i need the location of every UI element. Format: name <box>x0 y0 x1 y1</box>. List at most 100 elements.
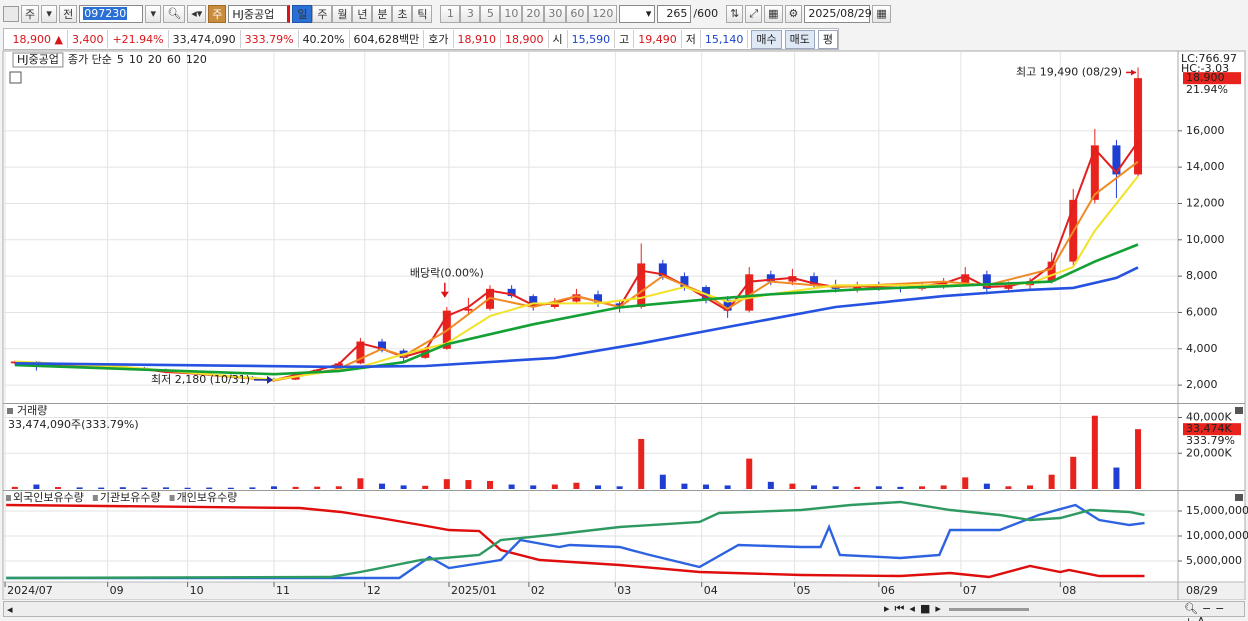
volume-bar <box>1135 429 1142 489</box>
toolbar-button[interactable]: 60 <box>566 4 589 23</box>
toolbar-button[interactable]: 월 <box>332 4 353 23</box>
calc-icon[interactable] <box>9 71 22 84</box>
volume-bar <box>530 485 537 489</box>
tool-button[interactable]: ⚙ <box>784 4 803 23</box>
toolbar-button[interactable]: 주 <box>312 4 333 23</box>
candle-body <box>658 263 667 277</box>
x-tick-label: 12 <box>367 584 381 597</box>
volume-bar <box>703 484 710 489</box>
buy-button[interactable]: 매수 <box>751 29 782 49</box>
moving-average <box>14 243 1139 376</box>
change: 3,400 <box>68 30 109 48</box>
panel-close[interactable] <box>1235 407 1243 414</box>
x-tick-label: 08 <box>1062 584 1076 597</box>
zoom-track[interactable] <box>949 608 1029 611</box>
search-button[interactable]: 🔍︎ <box>163 4 186 23</box>
menu-icon[interactable] <box>3 5 19 22</box>
volume-bar <box>789 483 796 489</box>
scroll-left[interactable]: ◂ <box>7 603 13 616</box>
x-tick-label: 11 <box>276 584 290 597</box>
x-end-label: 08/29 <box>1186 584 1218 597</box>
toolbar-button[interactable]: 10 <box>500 4 523 23</box>
sound-button[interactable]: ◂▾ <box>187 4 207 23</box>
candle-body <box>378 341 387 351</box>
last-value-label: 33,474K <box>1186 422 1232 435</box>
toolbar-button[interactable]: 초 <box>392 4 413 23</box>
sell-button[interactable]: 매도 <box>784 29 815 49</box>
holding-line <box>6 503 1145 579</box>
volume-bar <box>55 487 62 489</box>
legend-item: 개인보유수량 <box>177 491 238 504</box>
toolbar-button[interactable]: 1 <box>440 4 461 23</box>
quote-bar: 18,900 ▲ 3,400 +21.94% 33,474,090 333.79… <box>3 28 839 50</box>
x-tick-label: 2025/01 <box>451 584 497 597</box>
toolbar-button[interactable]: 일 <box>292 4 313 23</box>
tool-button[interactable]: ⇅ <box>726 4 744 23</box>
market-select[interactable]: 주 <box>21 4 40 23</box>
candle-body <box>1112 145 1121 175</box>
dropdown-arrow[interactable]: ▾ <box>41 4 58 23</box>
volume-bar <box>595 485 602 489</box>
volume-bar <box>206 487 213 489</box>
volume-bar <box>897 486 904 489</box>
holding-line <box>6 503 1145 580</box>
prev-button[interactable]: 전 <box>59 4 78 23</box>
volume-bar <box>1005 486 1012 489</box>
toolbar-button[interactable]: 3 <box>460 4 481 23</box>
avg-button[interactable]: 평 <box>817 29 838 49</box>
tool-button[interactable]: ▦ <box>764 4 783 23</box>
playback-controls[interactable]: ▸⏮◂■▸ <box>884 602 946 615</box>
scrollbar[interactable]: ◂ ▸⏮◂■▸ 🔍︎−−+A <box>3 601 1245 621</box>
volume-bar <box>314 486 321 489</box>
code-input[interactable]: 097230 <box>79 4 144 23</box>
toolbar-button[interactable]: 20 <box>522 4 545 23</box>
annotation: 최저 2,180 (10/31) <box>151 373 250 386</box>
candle-body <box>356 341 365 364</box>
turnover: 40.20% <box>299 30 350 48</box>
volume-bar <box>357 478 364 489</box>
legend-item: 10 <box>129 53 143 66</box>
ask-label: 호가 <box>424 30 454 48</box>
market-badge: 주 <box>208 4 227 23</box>
x-tick-label: 09 <box>110 584 124 597</box>
y-tick-label: 14,000 <box>1186 160 1225 173</box>
last-change-label: 21.94% <box>1186 83 1228 96</box>
volume-bar <box>983 483 990 489</box>
volume-bar <box>573 482 580 489</box>
interval-select[interactable]: ▾ <box>619 4 656 23</box>
moving-average <box>14 266 1139 369</box>
ask: 18,910 <box>454 30 501 48</box>
date-input[interactable]: 2025/08/29 <box>804 4 872 23</box>
count-input[interactable]: 265 <box>657 4 692 23</box>
toolbar-button[interactable]: 120 <box>588 4 618 23</box>
volume-bar <box>184 487 191 489</box>
legend-marker <box>6 495 11 501</box>
toolbar-button[interactable]: 틱 <box>412 4 433 23</box>
volume-bar <box>292 486 299 489</box>
volume-bar <box>227 487 234 489</box>
toolbar-button[interactable]: 5 <box>480 4 501 23</box>
last-change-label: 333.79% <box>1186 434 1235 447</box>
tool-button[interactable]: ⤢ <box>745 4 763 23</box>
count-max: /600 <box>693 7 719 20</box>
volume-bar <box>508 484 515 489</box>
legend-item: 20 <box>148 53 162 66</box>
panel-close[interactable] <box>1235 494 1243 501</box>
volume-rate: 333.79% <box>241 30 299 48</box>
panel-title: 거래량 <box>17 404 47 417</box>
legend-marker <box>169 495 175 501</box>
panel-marker <box>7 408 13 414</box>
candle-body <box>745 274 754 311</box>
toolbar-button[interactable]: 30 <box>544 4 567 23</box>
toolbar-button[interactable]: 분 <box>372 4 393 23</box>
dropdown-arrow[interactable]: ▾ <box>145 4 162 23</box>
low: 15,140 <box>701 30 749 48</box>
stock-name[interactable]: HJ중공업 <box>228 4 291 23</box>
toolbar-button[interactable]: 년 <box>352 4 373 23</box>
market-cap: 604,628백만 <box>350 30 425 48</box>
high: 19,490 <box>634 30 682 48</box>
calendar-button[interactable]: ▦ <box>872 4 891 23</box>
zoom-controls[interactable]: 🔍︎−−+A <box>1184 602 1229 621</box>
change-rate: +21.94% <box>108 30 169 48</box>
volume-bar <box>616 486 623 489</box>
